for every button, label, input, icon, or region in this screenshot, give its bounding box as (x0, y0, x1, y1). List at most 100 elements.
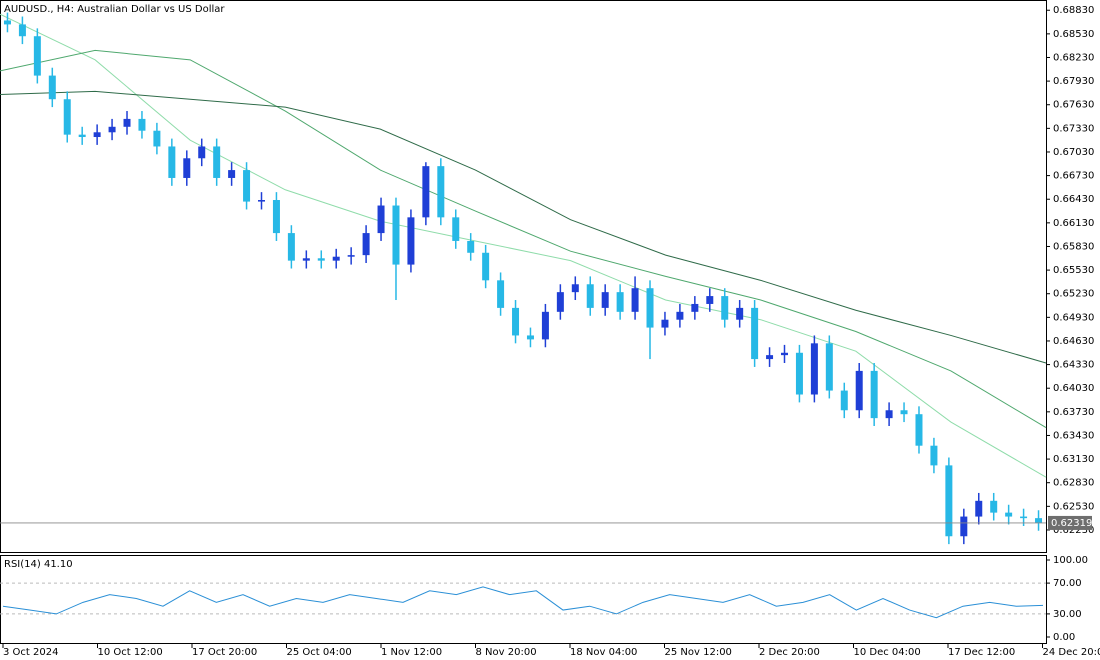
candle-body (123, 118, 131, 127)
rsi-tick-label: 0.00 (1053, 632, 1075, 643)
y-tick-label: 0.66730 (1053, 171, 1094, 182)
candle-body (3, 20, 11, 25)
y-tick-label: 0.65530 (1053, 265, 1094, 276)
candle-body (512, 307, 520, 336)
rsi-pane (0, 555, 1047, 644)
candle-body (900, 410, 908, 415)
y-tick-label: 0.65230 (1053, 289, 1094, 300)
candle-body (571, 284, 579, 293)
x-tick-label: 17 Oct 20:00 (192, 647, 257, 658)
rsi-tick-label: 70.00 (1053, 578, 1082, 589)
y-tick-label: 0.63730 (1053, 407, 1094, 418)
candle-body (1005, 512, 1013, 517)
candle-body (721, 296, 729, 320)
candle-body (840, 390, 848, 411)
candle-body (347, 255, 355, 257)
candle-body (272, 200, 280, 234)
x-tick-label: 18 Nov 04:00 (570, 647, 637, 658)
candle-body (541, 311, 549, 340)
candle-body (1035, 518, 1043, 523)
y-tick-label: 0.62830 (1053, 478, 1094, 489)
candle-body (661, 319, 669, 328)
candle-body (198, 146, 206, 159)
y-tick-label: 0.68230 (1053, 52, 1094, 63)
candle-body (407, 217, 415, 265)
candle-body (243, 170, 251, 202)
moving-average (0, 90, 1047, 364)
candle-body (362, 233, 370, 256)
candle-body (33, 36, 41, 76)
candle-body (691, 303, 699, 312)
candle-body (885, 410, 893, 419)
candle-body (422, 166, 430, 218)
candle-body (482, 252, 490, 281)
y-tick-label: 0.66130 (1053, 218, 1094, 229)
y-tick-label: 0.67330 (1053, 123, 1094, 134)
x-tick-label: 25 Nov 12:00 (665, 647, 732, 658)
y-tick-label: 0.63430 (1053, 430, 1094, 441)
candle-body (392, 205, 400, 265)
y-tick-label: 0.68830 (1053, 5, 1094, 16)
moving-average (0, 49, 1047, 429)
candle-body (706, 296, 714, 304)
rsi-title: RSI(14) 41.10 (4, 559, 73, 570)
y-tick-label: 0.67930 (1053, 76, 1094, 87)
candle-body (48, 75, 56, 100)
candle-body (228, 170, 236, 178)
candle-body (93, 132, 101, 138)
candle-body (960, 516, 968, 537)
y-tick-label: 0.64030 (1053, 383, 1094, 394)
candle-body (870, 370, 878, 419)
candle-body (810, 343, 818, 395)
candle-body (975, 500, 983, 517)
candle-body (766, 355, 774, 360)
candle-body (258, 200, 265, 202)
rsi-line (2, 586, 1044, 619)
chart-title: AUDUSD., H4: Australian Dollar vs US Dol… (4, 4, 225, 15)
x-tick-label: 25 Oct 04:00 (287, 647, 352, 658)
candle-body (601, 292, 609, 308)
candle-body (751, 307, 759, 360)
x-tick-label: 10 Dec 04:00 (854, 647, 921, 658)
y-tick-label: 0.66430 (1053, 194, 1094, 205)
moving-average (0, 13, 1047, 478)
candle-body (317, 258, 325, 261)
current-price-box (1048, 515, 1092, 530)
candle-body (168, 146, 176, 178)
candle-body (452, 217, 460, 241)
candle-body (930, 445, 938, 466)
y-tick-label: 0.65830 (1053, 241, 1094, 252)
x-tick-label: 1 Nov 12:00 (381, 647, 442, 658)
candle-body (781, 352, 788, 356)
y-tick-label: 0.62230 (1053, 525, 1094, 536)
candle-body (467, 240, 475, 253)
candle-body (332, 256, 340, 261)
candle-body (302, 258, 310, 261)
candle-body (736, 307, 744, 320)
candle-body (556, 292, 564, 312)
y-tick-label: 0.64630 (1053, 336, 1094, 347)
candle-body (377, 205, 385, 234)
y-tick-label: 0.67630 (1053, 100, 1094, 111)
y-tick-label: 0.64930 (1053, 312, 1094, 323)
x-tick-label: 8 Nov 20:00 (476, 647, 537, 658)
candle-body (183, 158, 191, 178)
candle-body (18, 24, 26, 37)
candle-body (108, 126, 116, 133)
candle-body (138, 118, 146, 131)
current-price-label: 0.62319 (1051, 518, 1092, 529)
candle-body (497, 280, 505, 308)
y-tick-label: 0.62530 (1053, 501, 1094, 512)
candle-body (526, 335, 534, 340)
candle-body (855, 370, 863, 411)
candle-body (437, 166, 445, 218)
x-tick-label: 17 Dec 12:00 (948, 647, 1015, 658)
candle-body (153, 130, 161, 147)
candle-body (915, 414, 923, 446)
candle-body (990, 500, 998, 513)
candle-body (586, 284, 594, 308)
x-tick-label: 24 Dec 20:00 (1043, 647, 1100, 658)
rsi-tick-label: 100.00 (1053, 555, 1088, 566)
